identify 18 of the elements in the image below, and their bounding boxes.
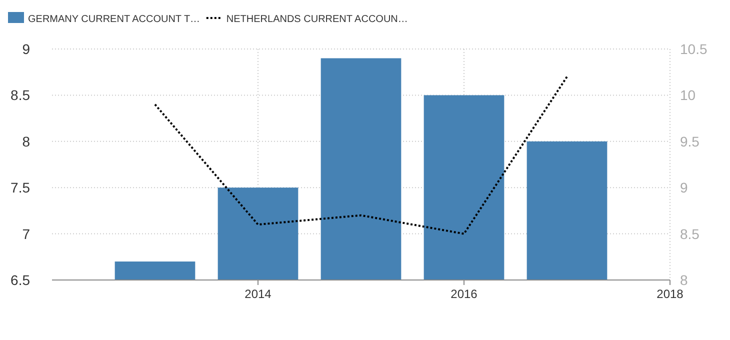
y2-tick-label: 9	[680, 180, 688, 196]
y-tick-label: 6.5	[10, 272, 30, 288]
y-tick-label: 7.5	[10, 180, 30, 196]
y-tick-label: 8.5	[10, 87, 30, 104]
y-tick-label: 8	[22, 133, 30, 150]
y-tick-label: 7	[22, 226, 30, 242]
y2-tick-label: 10	[680, 87, 696, 104]
y-tick-label: 9	[22, 41, 30, 57]
line-series	[154, 76, 568, 235]
x-tick-label: 2014	[244, 287, 272, 301]
y2-tick-label: 8.5	[680, 226, 700, 242]
legend-label: GERMANY CURRENT ACCOUNT T…	[28, 14, 200, 25]
y2-tick-label: 8	[680, 272, 688, 288]
x-tick-label: 2016	[450, 287, 478, 301]
x-tick-label: 2018	[656, 287, 684, 301]
legend-label: NETHERLANDS CURRENT ACCOUN…	[226, 14, 408, 25]
y2-tick-label: 9.5	[680, 133, 700, 150]
y2-tick-label: 10.5	[680, 41, 708, 57]
